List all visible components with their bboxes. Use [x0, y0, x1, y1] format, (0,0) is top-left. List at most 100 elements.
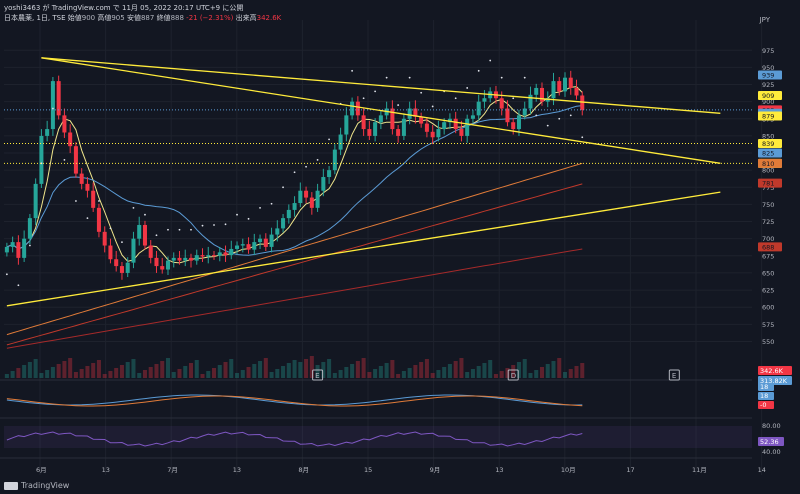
rsi-tick-label: 40.00 — [762, 448, 781, 456]
candle-body — [108, 245, 113, 260]
volume-bar — [177, 369, 182, 378]
x-tick-label: 17 — [626, 466, 634, 474]
y-tick-label: 950 — [762, 64, 774, 72]
candle-body — [459, 129, 464, 136]
candle-body — [539, 87, 544, 102]
symbol-name[interactable]: 日本農薬, 1日, TSE — [4, 14, 66, 22]
volume-bar — [160, 361, 165, 378]
author-name[interactable]: yoshi3463 — [4, 4, 41, 12]
candle-body — [516, 115, 521, 130]
ma-long3-line — [6, 248, 583, 349]
candle-body — [367, 129, 372, 136]
candle-body — [401, 118, 406, 136]
macd-badge-label: -0 — [760, 401, 766, 409]
volume-bar — [45, 370, 50, 378]
candle-body — [315, 190, 320, 208]
candle-body — [96, 207, 101, 232]
volume-bar — [344, 367, 349, 378]
y-tick-label: 975 — [762, 47, 774, 55]
y-tick-label: 700 — [762, 235, 774, 243]
tradingview-brand[interactable]: TradingView — [4, 481, 69, 490]
candle-body — [148, 245, 153, 258]
volume-bar — [131, 359, 136, 378]
psar-dot — [420, 91, 423, 94]
candle-body — [206, 255, 211, 257]
volume-bar — [430, 373, 435, 378]
price-badge — [758, 90, 782, 100]
candle-body — [545, 98, 550, 102]
x-tick-label: 15 — [364, 466, 372, 474]
volume-bar — [465, 372, 470, 378]
candle-body — [188, 257, 194, 261]
candle-body — [396, 129, 401, 136]
price-badge-label: 810 — [762, 160, 774, 168]
psar-dot — [316, 158, 319, 161]
volume-bar — [200, 374, 205, 378]
tradingview-logo-icon — [4, 481, 18, 490]
price-badge-label: 909 — [762, 92, 774, 100]
volume-value: 342.6K — [256, 14, 282, 22]
y-tick-label: 550 — [762, 338, 774, 346]
candle-body — [390, 108, 395, 130]
volume-bar — [96, 360, 101, 378]
volume-bar — [327, 359, 332, 378]
candle-body — [56, 81, 61, 116]
psar-dot — [247, 217, 250, 220]
price-badge — [758, 242, 782, 252]
psar-dot — [86, 217, 89, 220]
volume-bar — [125, 362, 130, 378]
price-badge — [758, 148, 782, 158]
volume-bar — [528, 373, 533, 378]
y-tick-label: 600 — [762, 304, 774, 312]
candle-body — [557, 81, 562, 92]
psar-dot — [558, 117, 561, 120]
psar-dot — [167, 228, 169, 231]
volume-bar — [235, 373, 240, 378]
candle-body — [91, 190, 96, 208]
psar-dot — [28, 244, 31, 247]
volume-bar — [91, 363, 96, 378]
volume-bar — [246, 367, 251, 378]
psar-dot — [201, 224, 204, 227]
psar-dot — [282, 186, 284, 189]
low-label: 安値 — [126, 14, 141, 22]
candle-body — [338, 134, 343, 150]
macd-badge — [758, 392, 774, 400]
candle-body — [327, 170, 332, 178]
psar-dot — [17, 284, 20, 287]
candle-body — [568, 77, 573, 88]
volume-bar — [102, 374, 107, 378]
price-badge-label: 688 — [762, 243, 774, 251]
y-tick-label: 650 — [762, 269, 774, 277]
candle-body — [50, 81, 55, 130]
price-badge — [758, 138, 782, 148]
psar-dot — [5, 273, 8, 276]
price-badge-label: 781 — [762, 180, 774, 188]
candle-body — [361, 115, 366, 130]
volume-bar — [73, 372, 78, 378]
volume-bar — [493, 374, 498, 378]
volume-bar — [557, 358, 562, 378]
event-marker-label: E — [315, 372, 319, 380]
candle-body — [419, 116, 424, 124]
candle-body — [453, 118, 458, 130]
candle-body — [476, 101, 481, 116]
change-value: -21 (−2.31%) — [186, 14, 234, 22]
x-tick-label: 7月 — [167, 466, 178, 474]
volume-bar — [275, 369, 280, 378]
candle-body — [137, 224, 142, 239]
x-tick-label: 10月 — [561, 466, 576, 474]
candle-body — [68, 132, 73, 147]
candle-body — [62, 115, 67, 133]
volume-bar — [511, 365, 516, 378]
candle-body — [378, 115, 383, 123]
x-tick-label: 13 — [102, 466, 110, 474]
candle-body — [252, 242, 257, 250]
open-value: 900 — [81, 14, 96, 22]
volume-bar — [332, 373, 337, 378]
y-tick-label: 925 — [762, 81, 774, 89]
volume-bar — [154, 364, 159, 378]
volume-bar — [68, 358, 73, 378]
volume-bar — [148, 367, 153, 378]
